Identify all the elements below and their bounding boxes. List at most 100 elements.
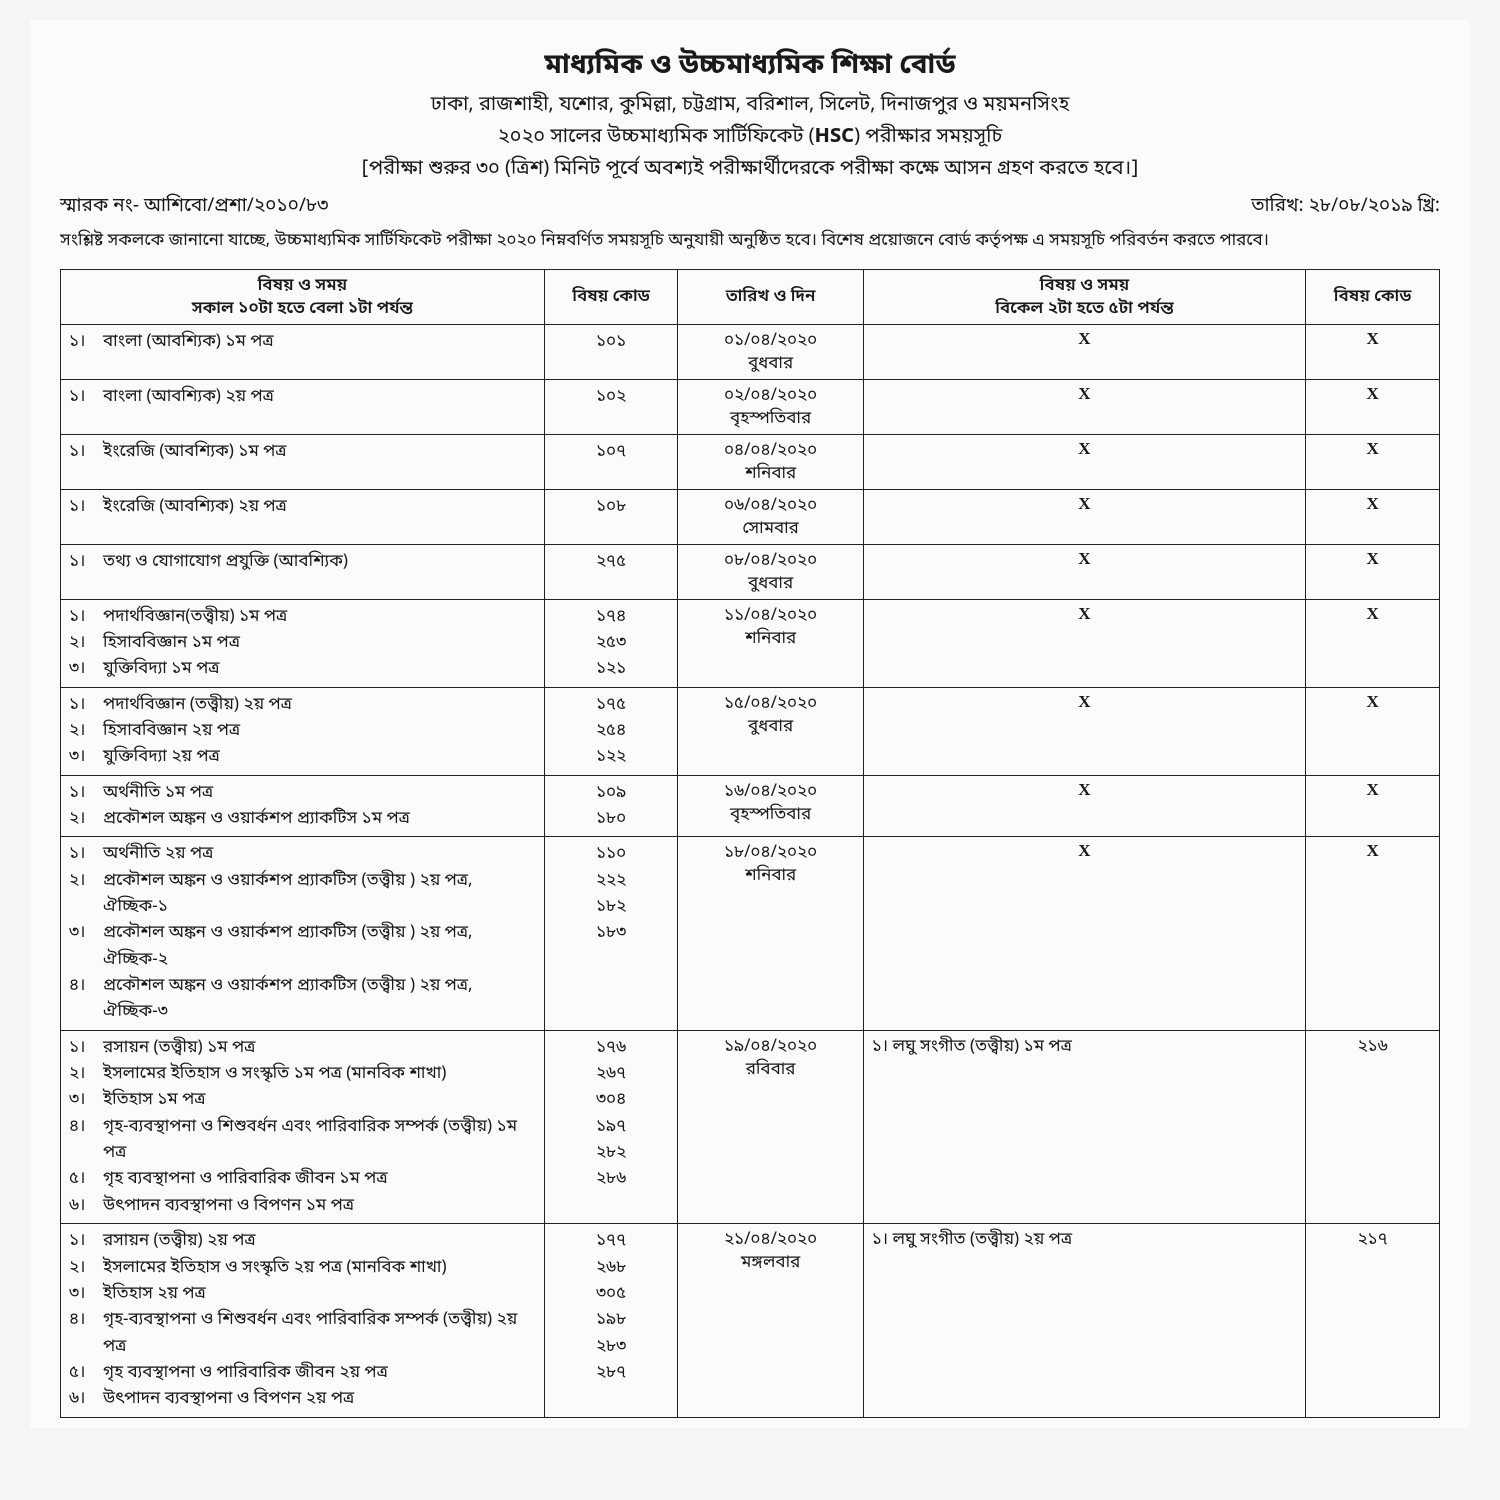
subject-serial: ৫। bbox=[69, 1360, 103, 1386]
subject-serial: ১। bbox=[69, 692, 103, 718]
table-row: ১।পদার্থবিজ্ঞান(তত্ত্বীয়) ১ম পত্র২।হিসা… bbox=[61, 599, 1440, 687]
exam-date: ০২/০৪/২০২০ bbox=[686, 384, 854, 407]
th-afternoon-subject: বিষয় ও সময় বিকেল ২টা হতে ৫টা পর্যন্ত bbox=[863, 269, 1306, 324]
subject-text: পদার্থবিজ্ঞান(তত্ত্বীয়) ১ম পত্র bbox=[103, 604, 536, 630]
memo-right: তারিখ: ২৮/০৮/২০১৯ খ্রি: bbox=[1251, 194, 1440, 219]
subject-serial: ৩। bbox=[69, 744, 103, 770]
subject-code: ২৭৫ bbox=[553, 549, 670, 575]
subject-line: ১।পদার্থবিজ্ঞান(তত্ত্বীয়) ১ম পত্র bbox=[69, 604, 536, 630]
subject-text: উৎপাদন ব্যবস্থাপনা ও বিপণন ২য় পত্র bbox=[103, 1386, 536, 1412]
subject-code: ২৬৮ bbox=[553, 1255, 670, 1281]
cell-morning-code: ১০৮ bbox=[544, 489, 678, 544]
cell-morning-code: ১০৭ bbox=[544, 434, 678, 489]
subject-line: ৩।ইতিহাস ২য় পত্র bbox=[69, 1281, 536, 1307]
cell-afternoon-subject: ১। লঘু সংগীত (তত্ত্বীয়) ১ম পত্র bbox=[863, 1030, 1306, 1223]
subject-code: ২৮৬ bbox=[553, 1166, 670, 1192]
table-body: ১।বাংলা (আবশ্যিক) ১ম পত্র১০১০১/০৪/২০২০বু… bbox=[61, 324, 1440, 1417]
cell-morning-code: ১০৯১৮০ bbox=[544, 775, 678, 837]
subject-code: ১৯৮ bbox=[553, 1307, 670, 1333]
subject-serial: ৪। bbox=[69, 1114, 103, 1167]
subject-line: ১।পদার্থবিজ্ঞান (তত্ত্বীয়) ২য় পত্র bbox=[69, 692, 536, 718]
th-afternoon-subject-a: বিষয় ও সময় bbox=[872, 274, 1298, 297]
subject-serial: ১। bbox=[69, 780, 103, 806]
subject-line: ৩।ইতিহাস ১ম পত্র bbox=[69, 1087, 536, 1113]
subject-text: তথ্য ও যোগাযোগ প্রযুক্তি (আবশ্যিক) bbox=[103, 549, 536, 575]
subject-line: ১।অর্থনীতি ১ম পত্র bbox=[69, 780, 536, 806]
subject-code: ১০৮ bbox=[553, 494, 670, 520]
cell-afternoon-subject: X bbox=[863, 434, 1306, 489]
header: মাধ্যমিক ও উচ্চমাধ্যমিক শিক্ষা বোর্ড ঢাক… bbox=[60, 45, 1440, 186]
exam-date: ০১/০৪/২০২০ bbox=[686, 329, 854, 352]
subject-text: উৎপাদন ব্যবস্থাপনা ও বিপণন ১ম পত্র bbox=[103, 1193, 536, 1219]
subject-line: ১।রসায়ন (তত্ত্বীয়) ১ম পত্র bbox=[69, 1035, 536, 1061]
cell-afternoon-subject: X bbox=[863, 324, 1306, 379]
subject-text: রসায়ন (তত্ত্বীয়) ২য় পত্র bbox=[103, 1228, 536, 1254]
subject-text: রসায়ন (তত্ত্বীয়) ১ম পত্র bbox=[103, 1035, 536, 1061]
board-title: মাধ্যমিক ও উচ্চমাধ্যমিক শিক্ষা বোর্ড bbox=[60, 45, 1440, 90]
table-row: ১।রসায়ন (তত্ত্বীয়) ১ম পত্র২।ইসলামের ইত… bbox=[61, 1030, 1440, 1223]
cell-date: ১৫/০৪/২০২০বুধবার bbox=[678, 687, 863, 775]
subject-line: ১।অর্থনীতি ২য় পত্র bbox=[69, 841, 536, 867]
subject-line: ১।ইংরেজি (আবশ্যিক) ২য় পত্র bbox=[69, 494, 536, 520]
subject-text: গৃহ ব্যবস্থাপনা ও পারিবারিক জীবন ২য় পত্… bbox=[103, 1360, 536, 1386]
cell-morning-subject: ১।ইংরেজি (আবশ্যিক) ১ম পত্র bbox=[61, 434, 545, 489]
subject-line: ১।তথ্য ও যোগাযোগ প্রযুক্তি (আবশ্যিক) bbox=[69, 549, 536, 575]
subject-code: ১৭৬ bbox=[553, 1035, 670, 1061]
cell-afternoon-code: X bbox=[1306, 837, 1440, 1030]
th-date: তারিখ ও দিন bbox=[678, 269, 863, 324]
exam-day: শনিবার bbox=[686, 864, 854, 887]
exam-date: ১৫/০৪/২০২০ bbox=[686, 692, 854, 715]
cell-date: ১৯/০৪/২০২০রবিবার bbox=[678, 1030, 863, 1223]
subject-code: ২৫৩ bbox=[553, 630, 670, 656]
subject-text: অর্থনীতি ২য় পত্র bbox=[103, 841, 536, 867]
cell-morning-code: ১০২ bbox=[544, 379, 678, 434]
subject-code: ১০৯ bbox=[553, 780, 670, 806]
exam-day: বুধবার bbox=[686, 572, 854, 595]
cell-afternoon-code: X bbox=[1306, 687, 1440, 775]
th-morning-subject: বিষয় ও সময় সকাল ১০টা হতে বেলা ১টা পর্য… bbox=[61, 269, 545, 324]
exam-day: বুধবার bbox=[686, 352, 854, 375]
subject-code: ১০১ bbox=[553, 329, 670, 355]
exam-title-hsc: HSC bbox=[815, 125, 854, 151]
subject-serial: ৩। bbox=[69, 1087, 103, 1113]
subject-line: ৬।উৎপাদন ব্যবস্থাপনা ও বিপণন ১ম পত্র bbox=[69, 1193, 536, 1219]
subject-code: ২৫৪ bbox=[553, 718, 670, 744]
subject-line: ১।ইংরেজি (আবশ্যিক) ১ম পত্র bbox=[69, 439, 536, 465]
cell-afternoon-subject: X bbox=[863, 775, 1306, 837]
cell-afternoon-code: X bbox=[1306, 599, 1440, 687]
subject-line: ২।প্রকৌশল অঙ্কন ও ওয়ার্কশপ প্র্যাকটিস (… bbox=[69, 868, 536, 921]
cell-afternoon-code: X bbox=[1306, 544, 1440, 599]
th-morning-subject-b: সকাল ১০টা হতে বেলা ১টা পর্যন্ত bbox=[69, 297, 536, 320]
subject-code: ১৮২ bbox=[553, 894, 670, 920]
subject-text: প্রকৌশল অঙ্কন ও ওয়ার্কশপ প্র্যাকটিস ১ম … bbox=[103, 806, 536, 832]
subject-line: ৫।গৃহ ব্যবস্থাপনা ও পারিবারিক জীবন ২য় প… bbox=[69, 1360, 536, 1386]
subject-text: হিসাববিজ্ঞান ১ম পত্র bbox=[103, 630, 536, 656]
cell-afternoon-code: ২১৬ bbox=[1306, 1030, 1440, 1223]
exam-date: ০৬/০৪/২০২০ bbox=[686, 494, 854, 517]
cell-afternoon-subject: X bbox=[863, 687, 1306, 775]
subject-code: ২২২ bbox=[553, 868, 670, 894]
exam-date: ১৬/০৪/২০২০ bbox=[686, 780, 854, 803]
subject-text: ইতিহাস ২য় পত্র bbox=[103, 1281, 536, 1307]
cell-date: ০৮/০৪/২০২০বুধবার bbox=[678, 544, 863, 599]
cell-morning-subject: ১।তথ্য ও যোগাযোগ প্রযুক্তি (আবশ্যিক) bbox=[61, 544, 545, 599]
subject-serial: ১। bbox=[69, 549, 103, 575]
exam-day: রবিবার bbox=[686, 1058, 854, 1081]
subject-code: ১৯৭ bbox=[553, 1114, 670, 1140]
subject-code: ১৭৫ bbox=[553, 692, 670, 718]
boards-list: ঢাকা, রাজশাহী, যশোর, কুমিল্লা, চট্টগ্রাম… bbox=[60, 90, 1440, 122]
exam-day: মঙ্গলবার bbox=[686, 1251, 854, 1274]
subject-line: ৪।গৃহ-ব্যবস্থাপনা ও শিশুবর্ধন এবং পারিবা… bbox=[69, 1114, 536, 1167]
subject-line: ৩।প্রকৌশল অঙ্কন ও ওয়ার্কশপ প্র্যাকটিস (… bbox=[69, 920, 536, 973]
subject-code: ১২২ bbox=[553, 744, 670, 770]
exam-day: বুধবার bbox=[686, 715, 854, 738]
subject-text: গৃহ-ব্যবস্থাপনা ও শিশুবর্ধন এবং পারিবারি… bbox=[103, 1307, 536, 1360]
table-row: ১।বাংলা (আবশ্যিক) ১ম পত্র১০১০১/০৪/২০২০বু… bbox=[61, 324, 1440, 379]
subject-serial: ১। bbox=[69, 604, 103, 630]
subject-line: ৫।গৃহ ব্যবস্থাপনা ও পারিবারিক জীবন ১ম পত… bbox=[69, 1166, 536, 1192]
cell-morning-subject: ১।রসায়ন (তত্ত্বীয়) ২য় পত্র২।ইসলামের ই… bbox=[61, 1224, 545, 1417]
cell-afternoon-code: X bbox=[1306, 775, 1440, 837]
table-head: বিষয় ও সময় সকাল ১০টা হতে বেলা ১টা পর্য… bbox=[61, 269, 1440, 324]
cell-date: ০৪/০৪/২০২০শনিবার bbox=[678, 434, 863, 489]
th-morning-subject-a: বিষয় ও সময় bbox=[69, 274, 536, 297]
